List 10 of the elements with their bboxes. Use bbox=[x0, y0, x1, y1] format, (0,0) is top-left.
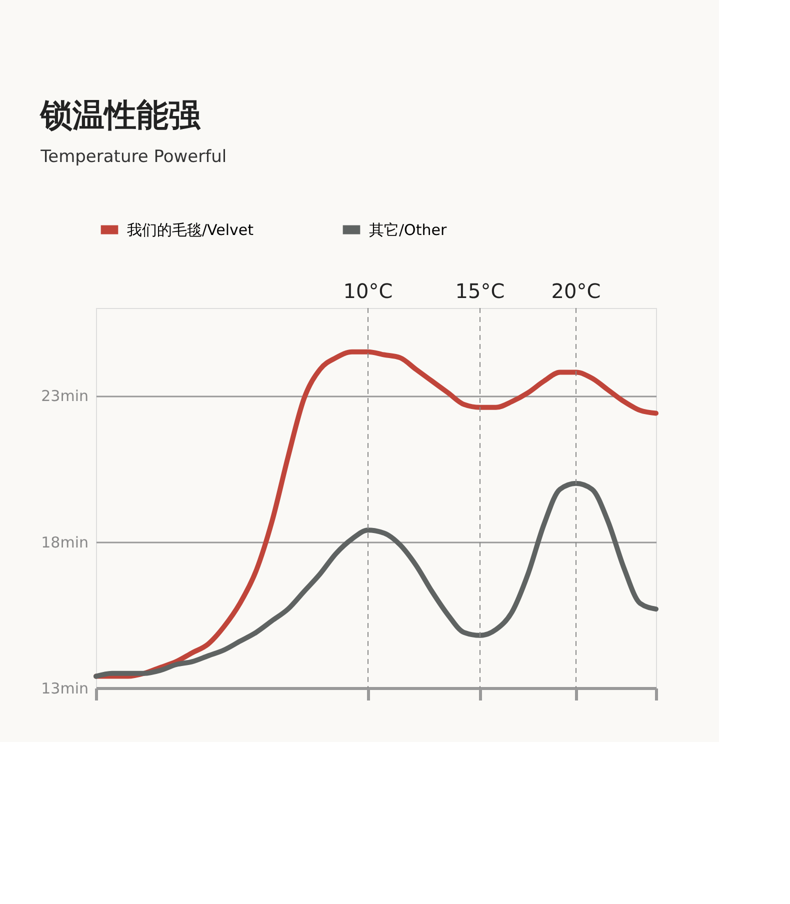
y-tick-label: 23min bbox=[41, 387, 88, 406]
x-tick-label: 20°C bbox=[551, 279, 601, 303]
y-tick-label: 13min bbox=[41, 680, 88, 698]
chart-title: 锁温性能强 bbox=[38, 96, 202, 134]
y-tick-label: 18min bbox=[41, 533, 88, 552]
legend-label: 其它/Other bbox=[369, 220, 448, 239]
chart-subtitle: Temperature Powerful bbox=[40, 147, 227, 167]
x-tick-label: 15°C bbox=[455, 279, 505, 303]
legend-label: 我们的毛毯/Velvet bbox=[127, 220, 254, 239]
x-tick-label: 10°C bbox=[343, 279, 393, 303]
